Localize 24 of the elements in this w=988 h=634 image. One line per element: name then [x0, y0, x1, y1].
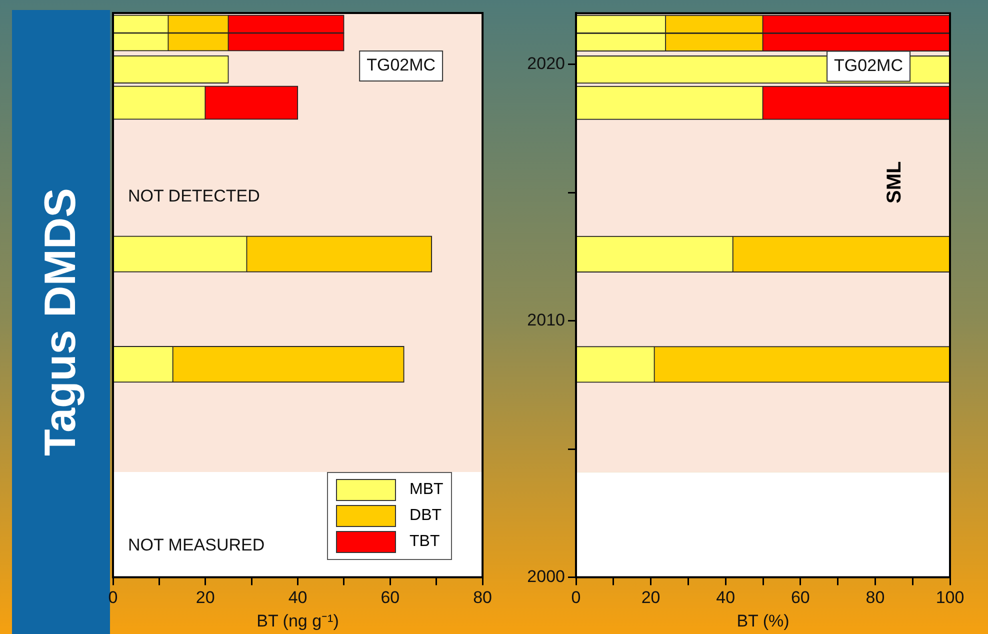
annotation: TG02MC: [834, 56, 904, 75]
band-label: NOT DETECTED: [128, 186, 260, 206]
x-tick-label: 60: [380, 588, 400, 608]
y-tick-label: 2000: [527, 566, 565, 586]
x-tick-label: 40: [716, 588, 736, 608]
x-tick-label: 100: [936, 588, 964, 608]
x-tick-label: 20: [196, 588, 215, 608]
band-label: NOT MEASURED: [128, 535, 265, 554]
legend-label: MBT: [410, 481, 444, 500]
x-tick-label: 20: [641, 588, 660, 608]
x-tick-label: 80: [866, 588, 885, 608]
annotation: SML: [884, 161, 906, 204]
x-axis-title: BT (ng g⁻¹): [256, 611, 339, 630]
x-tick-label: 80: [473, 588, 492, 608]
x-tick-label: 40: [288, 588, 308, 608]
x-axis-title: BT (%): [736, 611, 790, 630]
legend-label: DBT: [410, 507, 442, 526]
legend-label: TBT: [410, 533, 440, 552]
y-tick-label: 2020: [527, 54, 565, 74]
text: Tagus DMDS: [36, 188, 86, 456]
x-tick-label: 60: [790, 588, 810, 608]
annotation: TG02MC: [366, 56, 436, 75]
y-tick-label: 2010: [527, 310, 565, 330]
x-tick-label: 0: [571, 588, 581, 608]
